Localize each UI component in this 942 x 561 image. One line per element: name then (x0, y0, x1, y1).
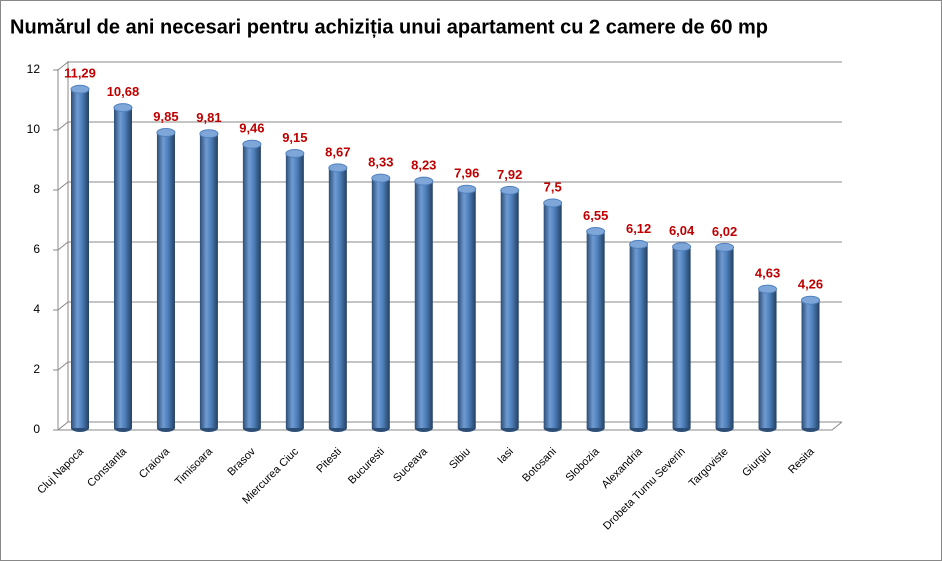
value-label: 9,85 (153, 109, 178, 124)
value-label: 4,63 (755, 266, 780, 281)
bar (156, 132, 175, 428)
y-tick-label: 10 (27, 122, 41, 136)
grid-line (57, 61, 842, 71)
bar (672, 246, 691, 428)
bar-cap (371, 173, 391, 183)
bar-cap (801, 295, 821, 305)
bar (199, 133, 218, 428)
bar (500, 190, 519, 428)
bar (71, 89, 89, 429)
bar-cap (543, 198, 563, 208)
bar-cap (586, 227, 606, 236)
bar (758, 289, 777, 428)
bar (242, 144, 261, 428)
value-label: 9,81 (196, 110, 221, 125)
bar-cap (156, 128, 176, 137)
y-tick-label: 2 (33, 362, 40, 376)
y-tick-label: 4 (33, 302, 40, 316)
bar-cap (758, 284, 778, 294)
bar (629, 244, 648, 428)
grid-line (57, 361, 842, 371)
bar-cap (242, 139, 262, 149)
value-label: 8,23 (411, 158, 436, 173)
bar-cap (70, 84, 90, 94)
bar-cap (414, 176, 434, 186)
bar (414, 181, 433, 428)
bar-cap (629, 239, 649, 249)
value-label: 8,67 (325, 144, 350, 159)
grid-line (57, 421, 842, 431)
bar-cap (500, 185, 520, 195)
bar (715, 247, 734, 428)
grid-line (57, 121, 842, 131)
bar (371, 178, 390, 428)
y-tick-label: 6 (33, 242, 40, 256)
y-tick-label: 0 (33, 422, 40, 436)
bar-cap (715, 242, 735, 252)
bar-cap (113, 103, 133, 113)
bar-cap (457, 184, 477, 194)
bar-cap (328, 163, 348, 173)
chart-title: Numărul de ani necesari pentru achiziția… (10, 16, 768, 38)
floor (58, 421, 843, 431)
bar (328, 167, 347, 428)
value-label: 7,96 (454, 166, 479, 181)
value-label: 11,29 (64, 66, 96, 81)
grid-line (57, 301, 842, 311)
value-label: 6,04 (669, 223, 695, 238)
bar-cap (199, 129, 219, 139)
bar (586, 231, 605, 428)
value-label: 10,68 (107, 84, 140, 99)
bar-cap (285, 149, 305, 158)
grid-line (57, 181, 842, 191)
value-label: 6,12 (626, 221, 651, 236)
bar (801, 300, 820, 428)
y-tick-label: 8 (33, 182, 40, 196)
value-label: 7,5 (544, 179, 562, 194)
bar (543, 203, 562, 428)
bar (285, 153, 304, 428)
value-label: 7,92 (497, 167, 522, 182)
bar (113, 107, 132, 428)
value-label: 6,55 (583, 208, 608, 223)
bar-cap (672, 242, 692, 252)
value-label: 8,33 (368, 155, 393, 170)
value-label: 9,15 (282, 130, 307, 145)
grid-line (57, 241, 842, 251)
value-label: 4,26 (798, 277, 823, 292)
value-label: 6,02 (712, 224, 737, 239)
value-label: 9,46 (239, 121, 264, 136)
y-tick-label: 12 (27, 62, 41, 76)
bar (457, 189, 476, 428)
